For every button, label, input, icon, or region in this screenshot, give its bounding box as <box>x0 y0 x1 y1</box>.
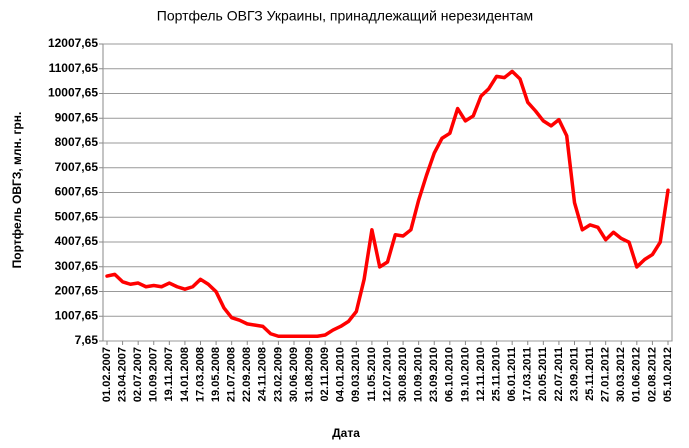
y-tick-label: 12007,65 <box>48 36 98 50</box>
x-tick-label: 10.09.2010 <box>413 347 425 402</box>
y-tick-label: 11007,65 <box>49 61 99 75</box>
y-tick-label: 1007,65 <box>55 308 99 322</box>
x-tick-label: 24.11.2008 <box>257 347 269 401</box>
y-tick-label: 10007,65 <box>48 86 98 100</box>
y-tick-label: 9007,65 <box>55 110 99 124</box>
x-tick-label: 27.01.2012 <box>600 347 612 402</box>
x-tick-label: 19.05.2008 <box>210 347 222 402</box>
x-tick-label: 09.03.2010 <box>350 347 362 402</box>
line <box>105 69 670 338</box>
x-tick-label: 30.06.2009 <box>288 347 300 402</box>
x-tick-label: 23.04.2007 <box>116 347 128 402</box>
y-tick-label: 8007,65 <box>55 135 99 149</box>
x-tick-label: 21.07.2008 <box>226 347 238 402</box>
x-tick-label: 11.05.2010 <box>366 347 378 401</box>
x-tick-label: 02.08.2012 <box>646 347 658 402</box>
x-tick-label: 17.03.2008 <box>194 347 206 402</box>
x-tick-label: 10.09.2007 <box>148 347 160 402</box>
x-tick-label: 31.08.2009 <box>303 347 315 402</box>
y-tick-label: 4007,65 <box>55 234 99 248</box>
x-axis-label: Дата <box>332 426 360 440</box>
x-tick-label: 01.02.2007 <box>101 347 113 402</box>
x-tick-label: 20.05.2011 <box>537 347 549 401</box>
y-tick-label: 5007,65 <box>55 209 99 223</box>
y-tick-label: 7,65 <box>75 333 99 347</box>
chart-title: Портфель ОВГЗ Украины, принадлежащий нер… <box>157 8 533 24</box>
y-tick-label: 7007,65 <box>55 160 99 174</box>
x-tick-label: 23.09.2011 <box>568 347 580 401</box>
x-tick-label: 25.11.2011 <box>584 347 596 401</box>
x-tick-label: 06.01.2011 <box>506 347 518 401</box>
x-tick-label: 30.08.2010 <box>397 347 409 402</box>
x-tick-label: 01.06.2012 <box>631 347 643 402</box>
y-tick-label: 3007,65 <box>55 259 99 273</box>
x-tick-label: 12.11.2010 <box>475 347 487 401</box>
x-tick-label: 19.11.2007 <box>163 347 175 401</box>
x-tick-label: 02.07.2007 <box>132 347 144 402</box>
x-tick-label: 19.10.2010 <box>459 347 471 402</box>
y-tick-label: 6007,65 <box>55 185 99 199</box>
x-tick-label: 12.07.2010 <box>381 347 393 402</box>
x-tick-label: 06.10.2010 <box>444 347 456 402</box>
x-tick-label: 14.01.2008 <box>179 347 191 402</box>
x-tick-label: 22.07.2011 <box>553 347 565 401</box>
x-tick-label: 22.09.2008 <box>241 347 253 402</box>
x-tick-label: 23.02.2009 <box>272 347 284 402</box>
x-tick-label: 23.09.2010 <box>428 347 440 402</box>
y-tick-label: 2007,65 <box>55 284 99 298</box>
x-tick-label: 17.03.2011 <box>522 347 534 401</box>
x-tick-label: 04.01.2010 <box>335 347 347 402</box>
x-tick-label: 30.03.2012 <box>615 347 627 402</box>
y-axis-label: Портфель ОВГЗ, млн. грн. <box>10 112 24 269</box>
x-tick-label: 02.11.2009 <box>319 347 331 401</box>
x-tick-label: 25.11.2010 <box>490 347 502 401</box>
x-tick-label: 05.10.2012 <box>662 347 674 402</box>
